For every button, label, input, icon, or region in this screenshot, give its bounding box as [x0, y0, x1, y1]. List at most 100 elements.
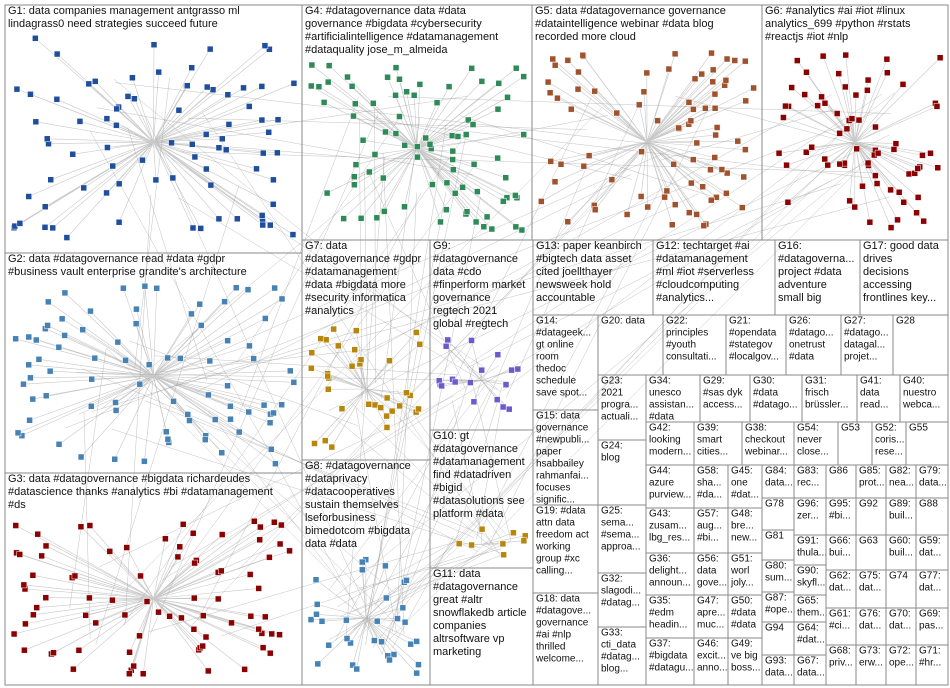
group-label: G65:	[797, 595, 819, 606]
edge	[583, 141, 648, 167]
group-label: rese...	[875, 446, 903, 457]
edge	[197, 193, 422, 621]
group-label: #da...	[697, 489, 722, 500]
node	[499, 540, 507, 548]
node	[29, 572, 37, 579]
edge	[33, 598, 154, 616]
node	[121, 611, 129, 619]
node	[320, 99, 328, 106]
edge	[153, 141, 220, 220]
node	[613, 109, 621, 117]
group-label: sha...	[697, 477, 721, 488]
node	[499, 403, 507, 411]
node	[246, 342, 253, 350]
edge	[88, 83, 154, 143]
edge	[153, 375, 216, 420]
edge	[365, 388, 407, 394]
node	[69, 151, 76, 158]
node	[585, 152, 593, 159]
node	[133, 305, 140, 313]
node	[126, 649, 133, 656]
node	[308, 349, 316, 356]
edge	[416, 102, 438, 149]
node	[803, 69, 810, 76]
group-label: frontlines key...	[863, 292, 936, 304]
node	[314, 660, 322, 668]
edge	[451, 400, 482, 535]
edge	[153, 141, 274, 205]
edge	[328, 385, 486, 591]
node	[82, 612, 89, 619]
edge	[854, 141, 895, 150]
node	[120, 284, 127, 292]
node	[688, 179, 695, 187]
node	[415, 661, 422, 668]
edge	[91, 375, 154, 407]
group-label: G88	[919, 498, 938, 509]
edge	[416, 86, 450, 149]
edge	[317, 617, 367, 665]
group-label: data	[697, 565, 717, 576]
node	[177, 355, 184, 362]
edge	[646, 141, 727, 194]
node	[221, 298, 228, 305]
group-label: companies	[433, 620, 487, 632]
edge	[125, 360, 154, 377]
node	[638, 148, 645, 155]
group-label: #datamanagement	[305, 266, 397, 278]
node	[396, 76, 403, 83]
group-label: data...	[797, 667, 825, 678]
node	[780, 114, 787, 121]
edge	[646, 141, 712, 201]
node	[351, 181, 358, 188]
node	[76, 118, 84, 125]
node	[344, 73, 351, 81]
edge	[646, 134, 716, 143]
edge	[96, 107, 473, 176]
edge	[380, 118, 420, 399]
edge	[646, 69, 714, 143]
node	[290, 379, 298, 386]
group-label: #datagovernance	[433, 253, 518, 265]
edge	[15, 525, 154, 599]
node	[271, 518, 278, 526]
node	[222, 146, 230, 154]
node	[257, 523, 264, 531]
edge	[24, 598, 154, 651]
group-label: #finperform market	[433, 279, 525, 291]
node	[25, 333, 33, 341]
node	[10, 630, 18, 638]
group-label: #bigtech data asset	[536, 253, 631, 265]
group-label: decisions	[863, 266, 909, 278]
node	[271, 284, 278, 292]
edge	[15, 338, 154, 377]
node	[14, 429, 22, 437]
node	[16, 551, 23, 558]
node	[318, 618, 326, 625]
edge	[111, 428, 481, 549]
group-label: G1: data companies management antgrasso …	[8, 5, 240, 17]
node	[836, 130, 843, 137]
node	[864, 87, 871, 94]
group-label: #bigdata	[649, 650, 688, 661]
edge	[159, 348, 371, 373]
group-label: G66:	[829, 535, 851, 546]
edge	[365, 388, 419, 410]
edge	[646, 80, 727, 143]
node	[255, 585, 262, 592]
group-label: #datageek...	[536, 327, 591, 338]
group-label: G55	[909, 422, 928, 433]
edge	[153, 598, 264, 648]
edge	[356, 191, 811, 640]
edge	[844, 141, 856, 164]
group-label: coris...	[875, 434, 904, 445]
edge	[646, 141, 648, 208]
node	[459, 184, 466, 191]
node	[322, 336, 330, 343]
node	[184, 411, 192, 418]
node	[225, 121, 233, 128]
group-label: G44:	[649, 465, 671, 476]
node	[308, 61, 316, 69]
node	[520, 537, 528, 545]
node	[348, 362, 356, 370]
